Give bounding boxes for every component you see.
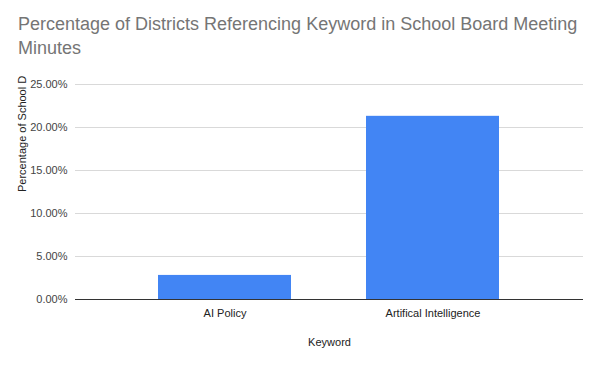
svg-text:5.00%: 5.00% <box>36 250 67 262</box>
svg-text:Percentage of School Districts: Percentage of School Districts <box>16 75 28 192</box>
svg-text:Keyword: Keyword <box>308 336 351 348</box>
svg-text:AI Policy: AI Policy <box>204 307 247 319</box>
svg-text:0.00%: 0.00% <box>36 293 67 305</box>
svg-text:20.00%: 20.00% <box>30 121 68 133</box>
svg-text:15.00%: 15.00% <box>30 164 68 176</box>
svg-text:25.00%: 25.00% <box>30 78 68 90</box>
svg-text:Artifical Intelligence: Artifical Intelligence <box>386 307 481 319</box>
html-text:Percentage of Districts Refere: Percentage of Districts Referencing Keyw… <box>18 14 578 58</box>
svg-text:10.00%: 10.00% <box>30 207 68 219</box>
